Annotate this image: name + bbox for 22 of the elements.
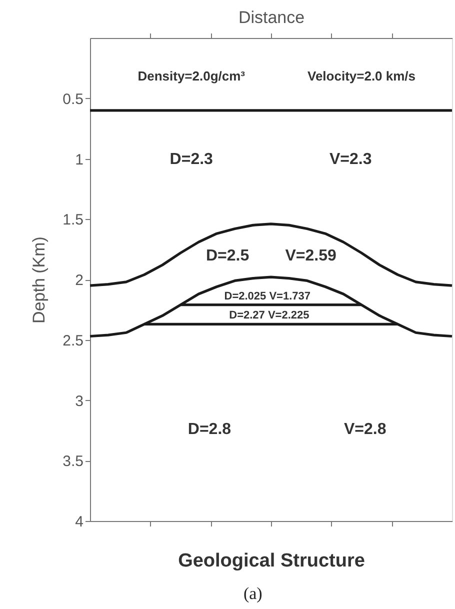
y-tick-label: 0.5 xyxy=(62,90,84,108)
y-tick-label: 2 xyxy=(75,272,84,289)
annotation: D=2.3 xyxy=(170,150,214,168)
annotation: V=2.8 xyxy=(344,421,386,438)
y-axis-title: Depth (Km) xyxy=(30,236,49,324)
annotation: V=2.3 xyxy=(330,150,372,168)
y-tick-label: 3.5 xyxy=(62,453,84,470)
text: (a) xyxy=(243,584,262,603)
annotation: D=2.5 xyxy=(206,247,250,264)
annotation: Density=2.0g/cm³ xyxy=(138,68,246,84)
x2-axis-title: Distance xyxy=(238,8,305,27)
y-tick-label: 3 xyxy=(75,392,84,410)
y-tick-label: 1 xyxy=(75,151,84,168)
annotation: V=2.59 xyxy=(285,247,336,264)
y-tick-label: 1.5 xyxy=(62,212,84,229)
annotation: D=2.025 V=1.737 xyxy=(224,290,311,302)
annotation: D=2.8 xyxy=(188,421,232,438)
y-tick-label: 2.5 xyxy=(62,332,84,350)
y-tick-label: 4 xyxy=(75,514,84,530)
annotation: D=2.27 V=2.225 xyxy=(229,310,310,322)
x-axis-title: Geological Structure xyxy=(178,550,365,572)
annotation: Velocity=2.0 km/s xyxy=(307,68,416,84)
